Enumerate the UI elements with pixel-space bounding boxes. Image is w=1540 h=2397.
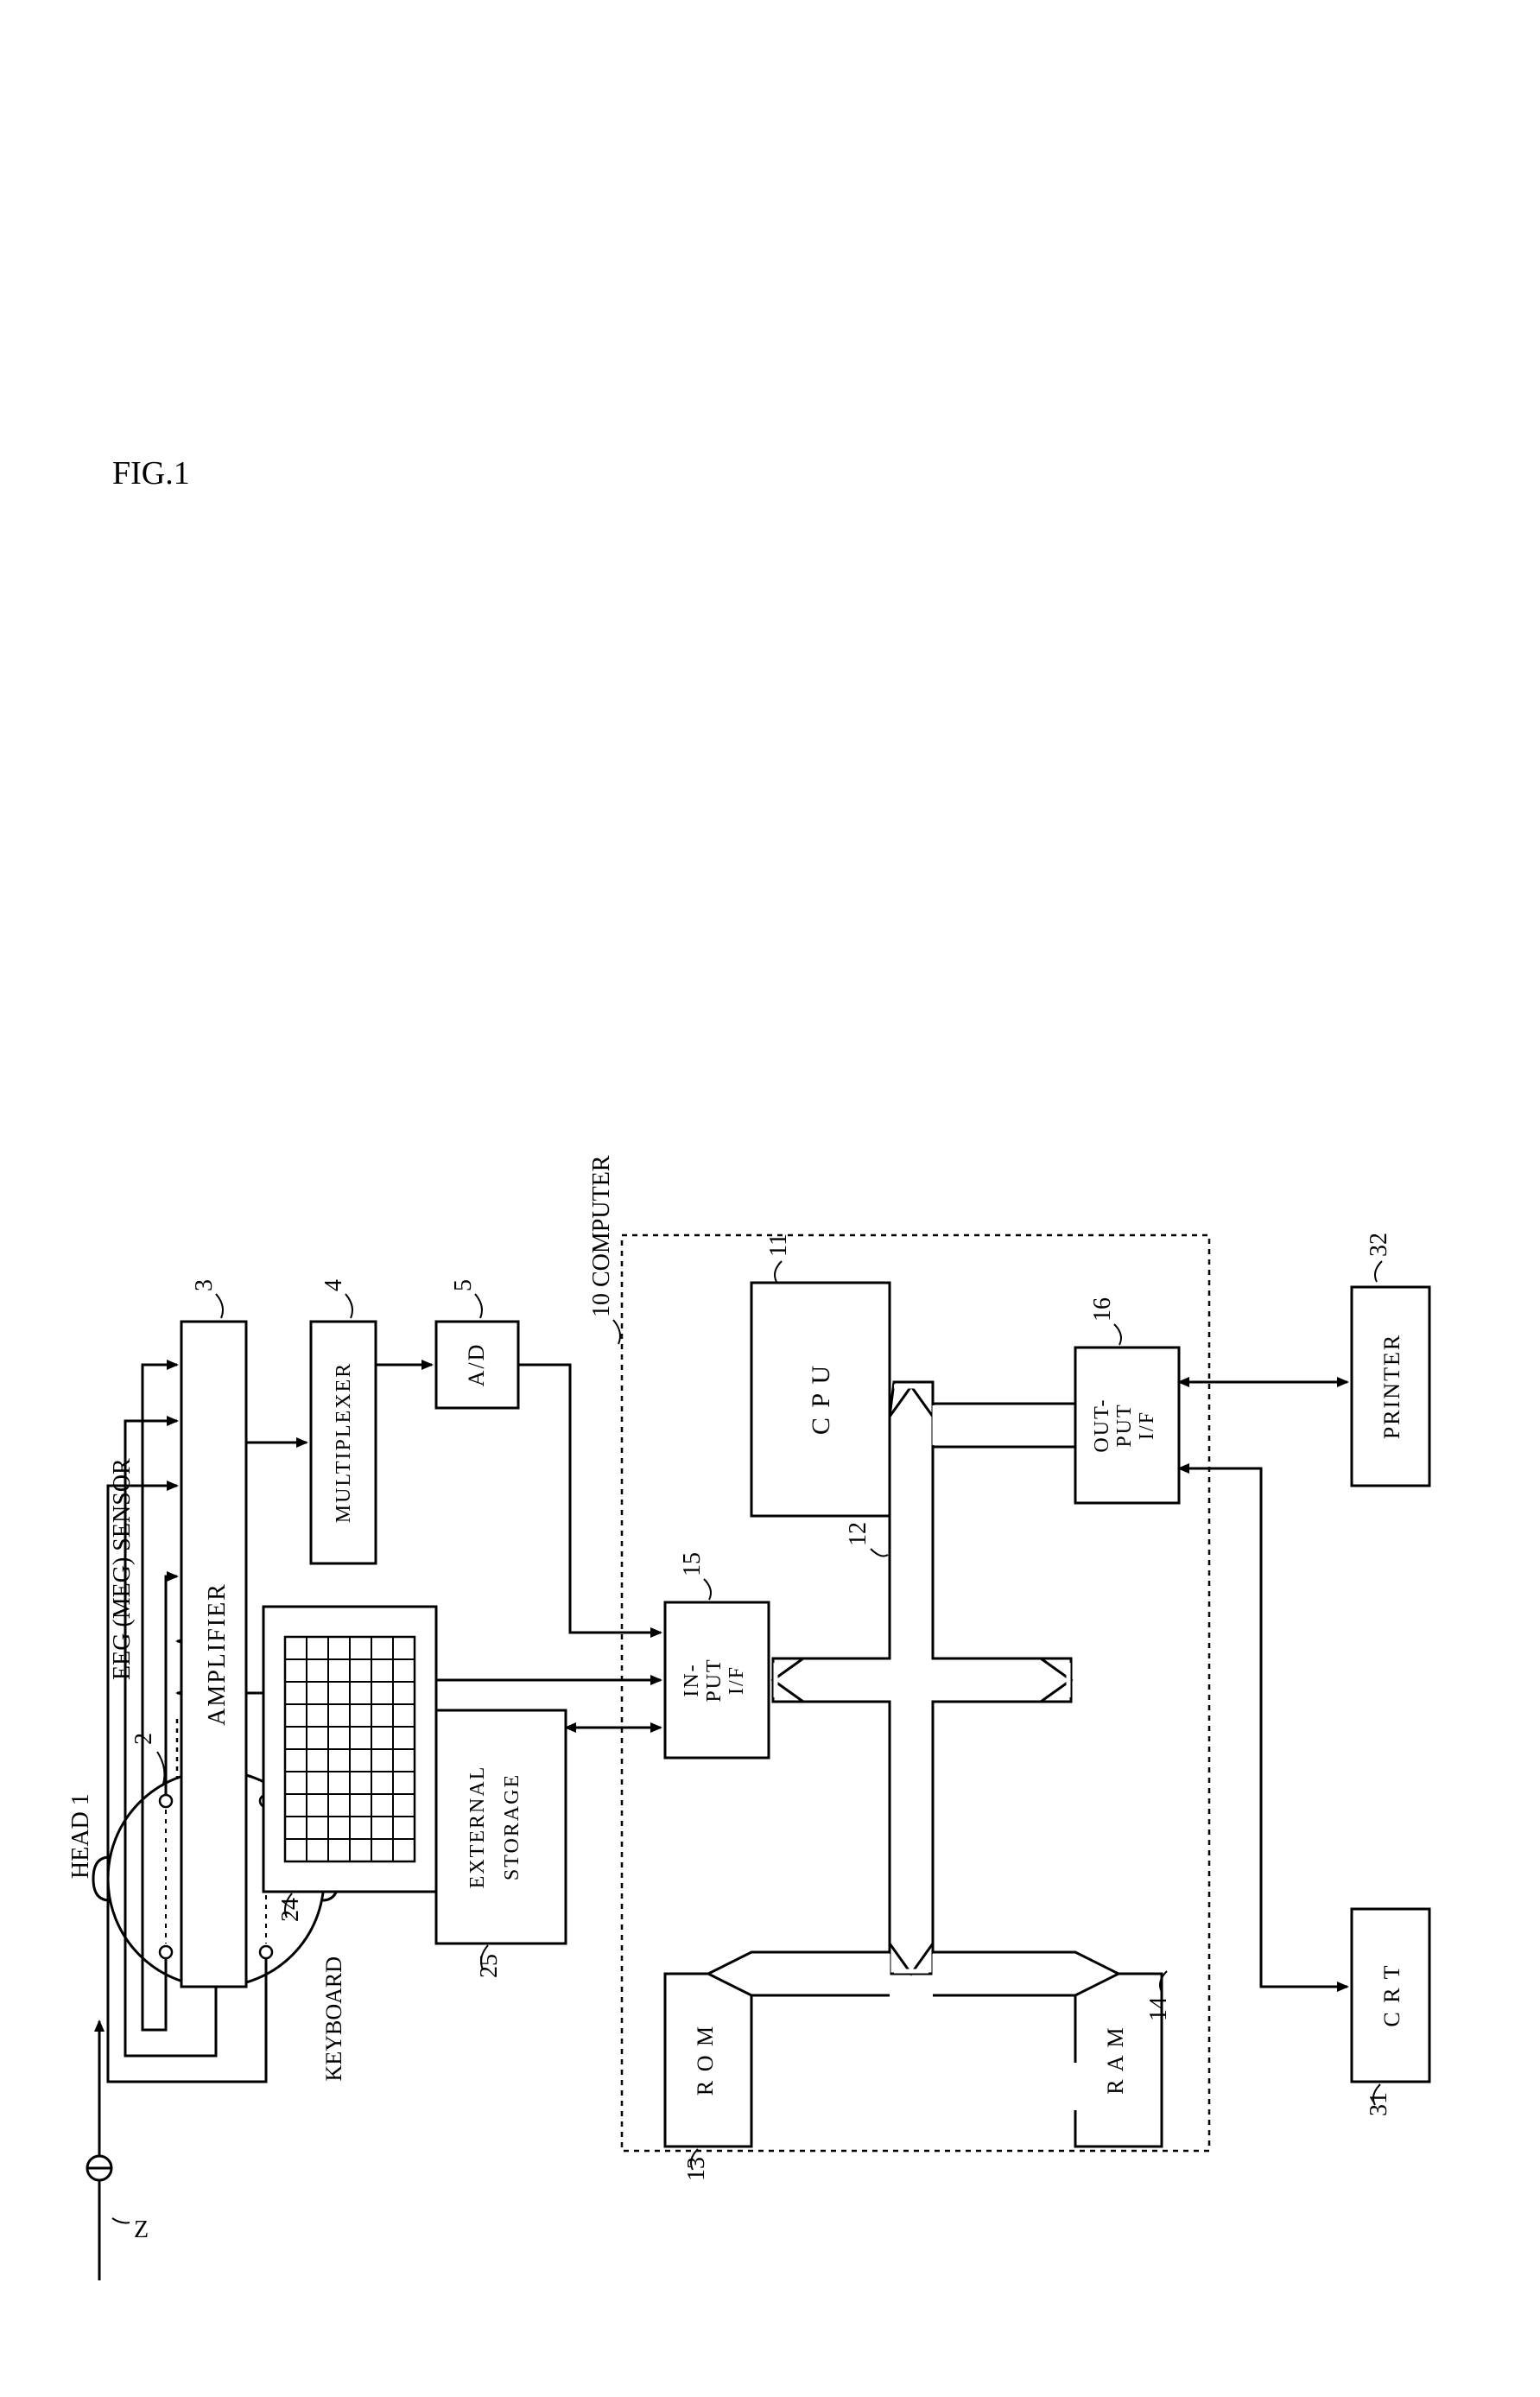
rom-text: R O M [693,2025,718,2096]
rom-num: 13 [683,2157,710,2181]
z-axis-label: Z [134,2216,149,2243]
input-if-l2: PUT [703,1658,726,1702]
multiplexer-num: 4 [320,1279,347,1291]
output-if-l3: I/F [1136,1411,1158,1440]
head-label: HEAD 1 [67,1793,94,1879]
amplifier-num: 3 [191,1279,218,1291]
printer-num: 32 [1366,1233,1392,1257]
computer-label: 10 COMPUTER [588,1155,615,1317]
printer-text: PRINTER [1379,1334,1404,1439]
output-if-l2: PUT [1113,1403,1136,1447]
keyboard-label: KEYBOARD [321,1956,346,2081]
input-if-num: 15 [679,1552,706,1576]
ad-text: A/D [464,1343,489,1387]
output-if-num: 16 [1089,1297,1116,1322]
ext-storage-num: 25 [476,1954,503,1978]
keyboard-num: 24 [277,1898,304,1922]
bus-num: 12 [845,1522,871,1546]
amplifier-text: AMPLIFIER [204,1582,231,1726]
cpu-num: 11 [765,1233,792,1257]
ram-num: 14 [1145,1997,1172,2021]
input-if-l3: I/F [726,1665,748,1695]
sensor-label: EEG (MEG) SENSOR [109,1458,136,1680]
crt-text: C R T [1379,1963,1404,2026]
block-diagram: FIG.1 Z HEAD 1 EEG (MEG) SENSOR 2 [0,0,1540,2397]
figure-title: FIG.1 [112,455,190,491]
cpu-text: C P U [807,1364,835,1435]
output-if-l1: OUT- [1091,1398,1113,1452]
ext-storage-l1: EXTERNAL [466,1766,489,1889]
axis-indicator: Z [86,2021,149,2280]
ext-storage-l2: STORAGE [501,1773,523,1880]
input-if-l1: IN- [681,1663,703,1696]
crt-num: 31 [1366,2092,1392,2116]
bus-link-output [933,1404,1075,1447]
ram-text: R A M [1103,2026,1128,2094]
multiplexer-text: MULTIPLEXER [333,1362,355,1523]
keyboard-icon [263,1607,436,1892]
ad-num: 5 [450,1279,477,1291]
